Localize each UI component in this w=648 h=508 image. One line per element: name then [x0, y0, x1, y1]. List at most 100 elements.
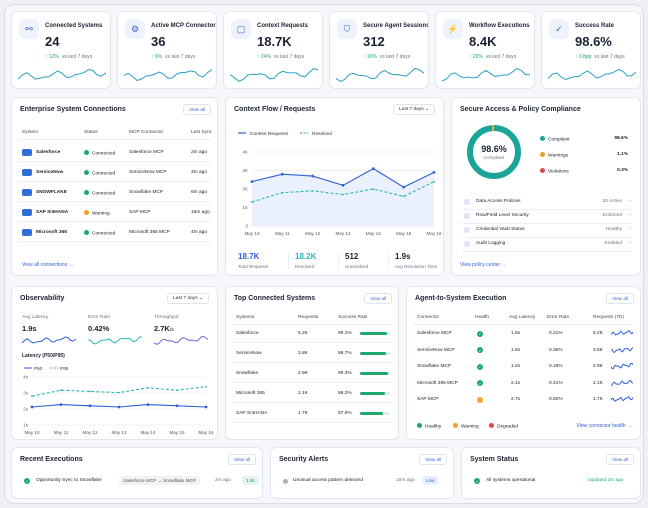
top-system-rate: 99.1%	[338, 331, 352, 336]
alerts-view-all-button[interactable]: View all	[419, 454, 447, 465]
kpi-delta-note: vs last 7 days	[485, 54, 517, 60]
chevron-right-icon[interactable]: ›	[629, 199, 631, 204]
x-tick-label: May 14	[366, 231, 382, 236]
legend-label: Compliant	[548, 137, 570, 143]
top-system-requests: 1.7K	[298, 411, 308, 416]
top-system-rate: 98.2%	[338, 391, 352, 396]
kpi-icon-glyph: ⛉	[343, 23, 351, 34]
view-connector-health-link[interactable]: View connector health →	[576, 423, 633, 429]
bolt-icon: ⚡	[443, 19, 463, 39]
recent-executions-card: Recent Executions View all ✓ Opportunity…	[11, 447, 263, 499]
context-stat: 18.7K Total Requests	[238, 252, 268, 269]
y-tick-label: 2s	[23, 407, 29, 412]
top-systems-view-all-button[interactable]: View all	[364, 293, 392, 304]
chevron-right-icon[interactable]: ›	[629, 213, 631, 218]
x-tick-label: May 14	[140, 430, 156, 435]
system-logo-icon	[22, 229, 32, 236]
gear-icon: ⚙	[125, 19, 145, 39]
compliance-legend-value: 1.1%	[617, 152, 628, 157]
y-tick-label: 1s	[23, 423, 29, 428]
data-point	[147, 386, 149, 389]
top-system-rate: 99.3%	[338, 371, 352, 376]
context-range-dropdown[interactable]: Last 7 days ⌄	[393, 104, 435, 115]
data-point	[146, 403, 150, 406]
kpi-label: Success Rate	[575, 23, 615, 29]
policy-label[interactable]: Row/Field Level Security	[476, 213, 529, 218]
network-icon: ⚯	[19, 19, 39, 39]
enterprise-view-all-button[interactable]: View all	[183, 104, 211, 115]
kpi-delta: ↑ 24%	[257, 54, 271, 60]
agent-column-header: Requests (7D)	[593, 315, 624, 320]
enterprise-column-header: System	[22, 130, 38, 135]
legend-label: Context Requests	[250, 131, 289, 137]
status-dot	[84, 190, 89, 195]
alert-item: Unusual access pattern detected	[293, 478, 363, 483]
y-tick-label: 4K	[242, 150, 249, 155]
chevron-right-icon[interactable]: ›	[629, 227, 631, 232]
check-icon: ✓	[24, 478, 30, 484]
success-rate-bar	[360, 412, 390, 415]
observability-title: Observability	[20, 295, 65, 302]
observability-range-dropdown[interactable]: Last 7 days ⌄	[167, 293, 209, 304]
kpi-card: ▢ Context Requests 18.7K ↑ 24% vs last 7 day…	[223, 11, 323, 89]
agent-latency: 2.1s	[511, 380, 521, 386]
legend-dot	[540, 168, 545, 173]
x-tick-label: May 11	[275, 231, 290, 236]
success-rate-fill	[360, 372, 388, 375]
sparkline-line	[611, 379, 633, 386]
agent-requests: 1.7K	[593, 397, 603, 402]
kpi-icon-glyph: ✓	[555, 23, 563, 34]
view-policy-center-link[interactable]: View policy center →	[460, 262, 507, 268]
top-system-name: Salesforce	[236, 331, 259, 336]
obs-metric-value-wrap: 0.42%	[88, 324, 109, 333]
chevron-right-icon[interactable]: ›	[629, 241, 631, 246]
success-rate-fill	[360, 412, 383, 415]
policy-label[interactable]: Credential Vault Status	[476, 227, 525, 232]
kpi-card: ⚙ Active MCP Connectors 36 ↑ 9% vs last 7 da…	[117, 11, 217, 89]
kpi-value: 8.4K	[469, 34, 497, 49]
agent-sparkline	[611, 330, 633, 336]
enterprise-last-sync: 15m ago	[191, 210, 210, 215]
success-rate-fill	[360, 332, 388, 335]
data-point	[251, 201, 253, 203]
context-stat-label: Avg Resolution Time	[395, 264, 438, 269]
top-systems-column-header: Requests	[298, 315, 319, 320]
kpi-delta-line: ↑ 24% vs last 7 days	[257, 54, 304, 60]
policy-label[interactable]: Audit Logging	[476, 241, 506, 246]
context-stat-value: 1.9s	[395, 252, 411, 261]
x-tick-label: May 10	[24, 430, 40, 435]
recent-title: Recent Executions	[20, 456, 83, 463]
data-point	[432, 170, 436, 174]
recent-view-all-button[interactable]: View all	[228, 454, 256, 465]
success-rate-bar	[360, 332, 390, 335]
policy-label[interactable]: Data Access Policies	[476, 199, 521, 204]
context-stat: 18.2K Resolved	[288, 252, 316, 269]
context-stat-label: Resolved	[295, 264, 315, 269]
x-tick-label: May 13	[335, 231, 351, 236]
kpi-label: Secure Agent Sessions	[363, 23, 429, 29]
kpi-label: Active MCP Connectors	[151, 23, 217, 29]
x-tick-label: May 10	[244, 231, 260, 236]
sparkline-line	[154, 336, 208, 345]
success-rate-fill	[360, 392, 385, 395]
kpi-delta-note: vs last 7 days	[273, 54, 305, 60]
success-rate-fill	[360, 352, 387, 355]
status-view-all-button[interactable]: View all	[606, 454, 634, 465]
enterprise-status: Warning	[84, 210, 110, 217]
kpi-delta-line: ↑ 9% vs last 7 days	[151, 54, 195, 60]
alert-level-badge: Low	[422, 476, 439, 485]
context-stat-label: Total Requests	[238, 264, 269, 269]
compliance-label: Compliant	[483, 155, 505, 160]
obs-metric-label: Error Rate	[88, 315, 111, 320]
check-icon: ✓	[477, 363, 483, 370]
agent-view-all-button[interactable]: View all	[606, 293, 634, 304]
recent-item: Opportunity Sync to Snowflake	[36, 478, 102, 483]
view-all-connections-link[interactable]: View all connections →	[22, 262, 74, 268]
series-area	[252, 168, 434, 226]
data-point	[433, 180, 435, 183]
data-point	[176, 389, 178, 392]
legend-dot	[540, 136, 545, 141]
data-point	[205, 385, 207, 388]
series-line-p95	[31, 386, 207, 397]
data-point	[342, 193, 344, 196]
